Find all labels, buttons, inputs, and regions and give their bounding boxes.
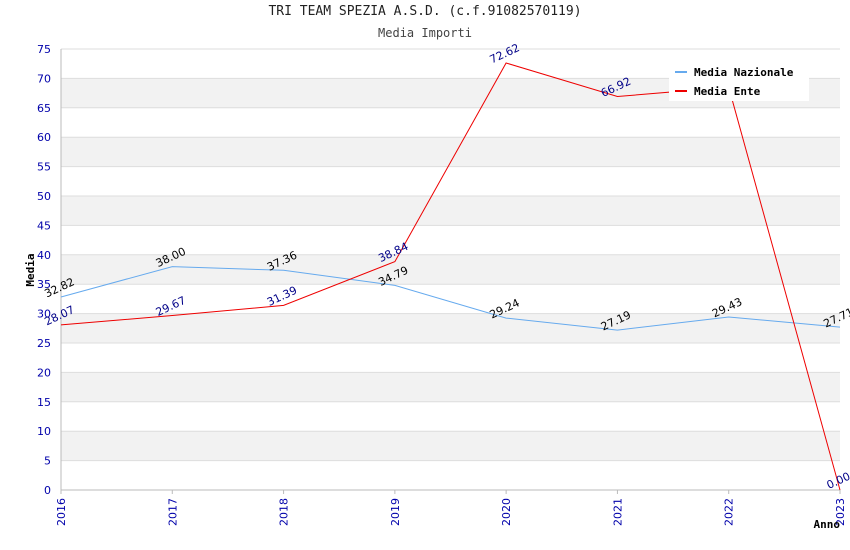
- x-tick-label: 2021: [611, 498, 624, 526]
- plot-bands: [61, 78, 840, 461]
- y-tick-labels: 0 5 10 15 20 25 30 35 40 45 50 55 60 65 70 75: [37, 43, 51, 497]
- chart-title: TRI TEAM SPEZIA A.S.D. (c.f.91082570119): [268, 4, 582, 19]
- series-line: [60, 266, 841, 331]
- y-tick-label: 10: [37, 425, 51, 438]
- y-tick-label: 35: [37, 278, 51, 291]
- y-tick-label: 70: [37, 72, 51, 85]
- y-tick-label: 75: [37, 43, 51, 56]
- y-tick-label: 60: [37, 131, 51, 144]
- plot-band: [61, 372, 840, 402]
- legend-label: Media Ente: [694, 85, 761, 98]
- x-tick-label: 2018: [278, 498, 291, 526]
- x-axis-label: Anno: [814, 518, 841, 531]
- x-tick-label: 2016: [55, 498, 68, 526]
- y-tick-label: 15: [37, 396, 51, 409]
- plot-band: [61, 313, 840, 343]
- y-tick-label: 40: [37, 249, 51, 262]
- y-axis-label: Media: [24, 253, 37, 286]
- legend-box: [669, 61, 809, 101]
- x-tick-label: 2019: [389, 498, 402, 526]
- y-tick-label: 55: [37, 161, 51, 174]
- x-tick-label: 2017: [166, 498, 179, 526]
- legend-label: Media Nazionale: [694, 66, 794, 79]
- plot-band: [61, 254, 840, 285]
- x-tick-label: 2023: [834, 498, 847, 526]
- legend: Media Nazionale Media Ente: [669, 61, 809, 101]
- y-tick-label: 45: [37, 219, 51, 232]
- x-tick-label: 2020: [500, 498, 513, 526]
- x-tick-labels: 2016 2017 2018 2019 2020 2021 2022 2023: [55, 490, 847, 526]
- chart-subtitle: Media Importi: [378, 26, 472, 40]
- plot-band: [61, 431, 840, 461]
- y-tick-label: 5: [44, 455, 51, 468]
- x-tick-label: 2022: [723, 498, 736, 526]
- y-tick-label: 25: [37, 337, 51, 350]
- plot-band: [61, 196, 840, 226]
- y-tick-label: 50: [37, 190, 51, 203]
- axes: [60, 49, 840, 491]
- data-label: 0.00: [825, 470, 850, 492]
- y-tick-label: 65: [37, 102, 51, 115]
- data-label: 72.62: [488, 41, 522, 66]
- y-tick-label: 30: [37, 308, 51, 321]
- y-tick-label: 0: [44, 484, 51, 497]
- y-tick-label: 20: [37, 366, 51, 379]
